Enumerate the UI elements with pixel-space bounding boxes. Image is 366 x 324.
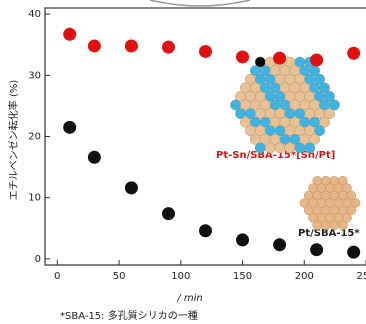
data-point [199, 224, 212, 238]
catalyst-particle [324, 91, 335, 102]
catalyst-particle [284, 142, 296, 154]
y-tick-label: 0 [35, 254, 41, 265]
decor-arc [149, 0, 251, 7]
data-point [310, 53, 324, 67]
x-tick-label: 0 [54, 271, 60, 282]
catalyst-particle [350, 198, 361, 208]
catalyst-particle [346, 190, 357, 201]
data-point [161, 40, 175, 54]
catalyst-particle [314, 125, 325, 137]
x-tick-label: 50 [113, 271, 126, 282]
catalyst-particle [319, 82, 330, 94]
data-point [199, 44, 212, 58]
x-axis-label: / min [176, 293, 202, 304]
catalyst-particle [338, 220, 348, 230]
y-axis-label: エチルベンゼン転化率 (%) [7, 80, 20, 201]
caption: *SBA-15: 多孔質シリカの一種 [60, 309, 198, 322]
y-tick-label: 30 [28, 70, 41, 81]
data-point [124, 181, 138, 195]
data-point [63, 120, 77, 134]
data-point [63, 27, 77, 41]
catalyst-particle [342, 213, 352, 223]
data-point [236, 50, 250, 64]
catalyst-particle [254, 142, 266, 154]
catalyst-particle [338, 176, 348, 186]
catalyst-particle [342, 183, 352, 193]
annotation: Pt/SBA-15* [298, 228, 360, 239]
catalyst-particle [312, 220, 322, 230]
catalyst-particle [321, 220, 331, 230]
annotation: Pt-Sn/SBA-15*[Sn/Pt] [216, 150, 335, 161]
x-tick-label: 250 [356, 271, 366, 282]
data-point [87, 39, 101, 53]
data-point [273, 51, 287, 65]
data-point [87, 150, 101, 164]
data-point [347, 46, 361, 60]
y-tick-label: 20 [28, 132, 41, 143]
data-point [236, 233, 250, 247]
x-tick-label: 100 [171, 271, 190, 282]
catalyst-particle [328, 99, 340, 111]
data-point [310, 243, 324, 257]
catalyst-particle [319, 116, 330, 128]
catalyst-particle [324, 108, 335, 119]
y-tick-label: 10 [28, 193, 41, 204]
data-point [161, 207, 175, 221]
data-point [347, 245, 361, 259]
catalyst-particle [304, 142, 316, 154]
data-point [124, 39, 138, 53]
catalyst-particle [264, 142, 276, 154]
catalyst-particle [346, 205, 357, 216]
catalyst-particle [329, 220, 339, 230]
catalyst-particle [309, 133, 321, 145]
catalyst-particle [314, 73, 325, 85]
y-tick-label: 40 [28, 9, 41, 20]
x-tick-label: 200 [295, 271, 314, 282]
x-tick-label: 150 [233, 271, 252, 282]
catalyst-particle [274, 142, 286, 154]
data-point [273, 238, 287, 252]
catalyst-particle [294, 142, 306, 154]
